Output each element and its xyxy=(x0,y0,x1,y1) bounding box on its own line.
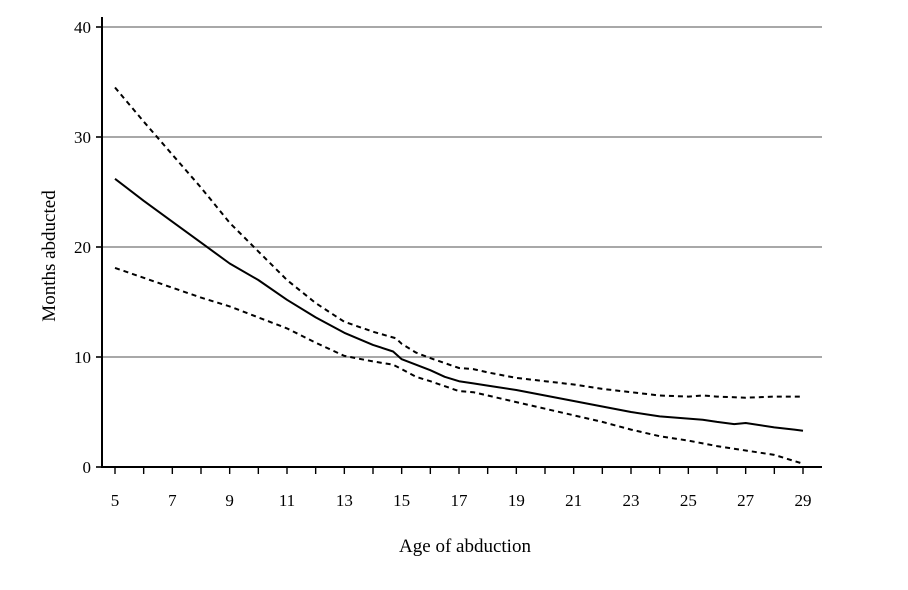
dashed-line-2 xyxy=(114,86,803,399)
y-tick-label-0: 0 xyxy=(83,458,92,477)
x-tick-label-7: 7 xyxy=(168,491,177,510)
gridlines xyxy=(102,26,822,358)
x-axis-title: Age of abduction xyxy=(399,536,531,557)
x-tick-label-29: 29 xyxy=(795,491,812,510)
tick-labels: 0 10 20 30 40 5 7 9 11 13 15 17 19 21 23 25 27 29 xyxy=(74,18,812,510)
x-tick-label-21: 21 xyxy=(565,491,582,510)
x-tick-label-23: 23 xyxy=(623,491,640,510)
x-tick-label-17: 17 xyxy=(451,491,469,510)
x-tick-label-11: 11 xyxy=(279,491,295,510)
series-lines xyxy=(114,86,804,465)
x-tick-label-5: 5 xyxy=(111,491,120,510)
dashed-line-3 xyxy=(114,266,804,465)
y-tick-label-30: 30 xyxy=(74,128,91,147)
x-tick-label-15: 15 xyxy=(393,491,410,510)
solid-line-1 xyxy=(114,178,804,432)
y-tick-label-10: 10 xyxy=(74,348,91,367)
y-tick-label-20: 20 xyxy=(74,238,91,257)
x-tick-label-27: 27 xyxy=(737,491,755,510)
x-tick-label-13: 13 xyxy=(336,491,353,510)
y-axis-title: Months abducted xyxy=(39,190,60,322)
axes xyxy=(96,17,822,474)
x-tick-label-9: 9 xyxy=(225,491,234,510)
y-tick-label-40: 40 xyxy=(74,18,91,37)
x-tick-label-25: 25 xyxy=(680,491,697,510)
x-tick-label-19: 19 xyxy=(508,491,525,510)
